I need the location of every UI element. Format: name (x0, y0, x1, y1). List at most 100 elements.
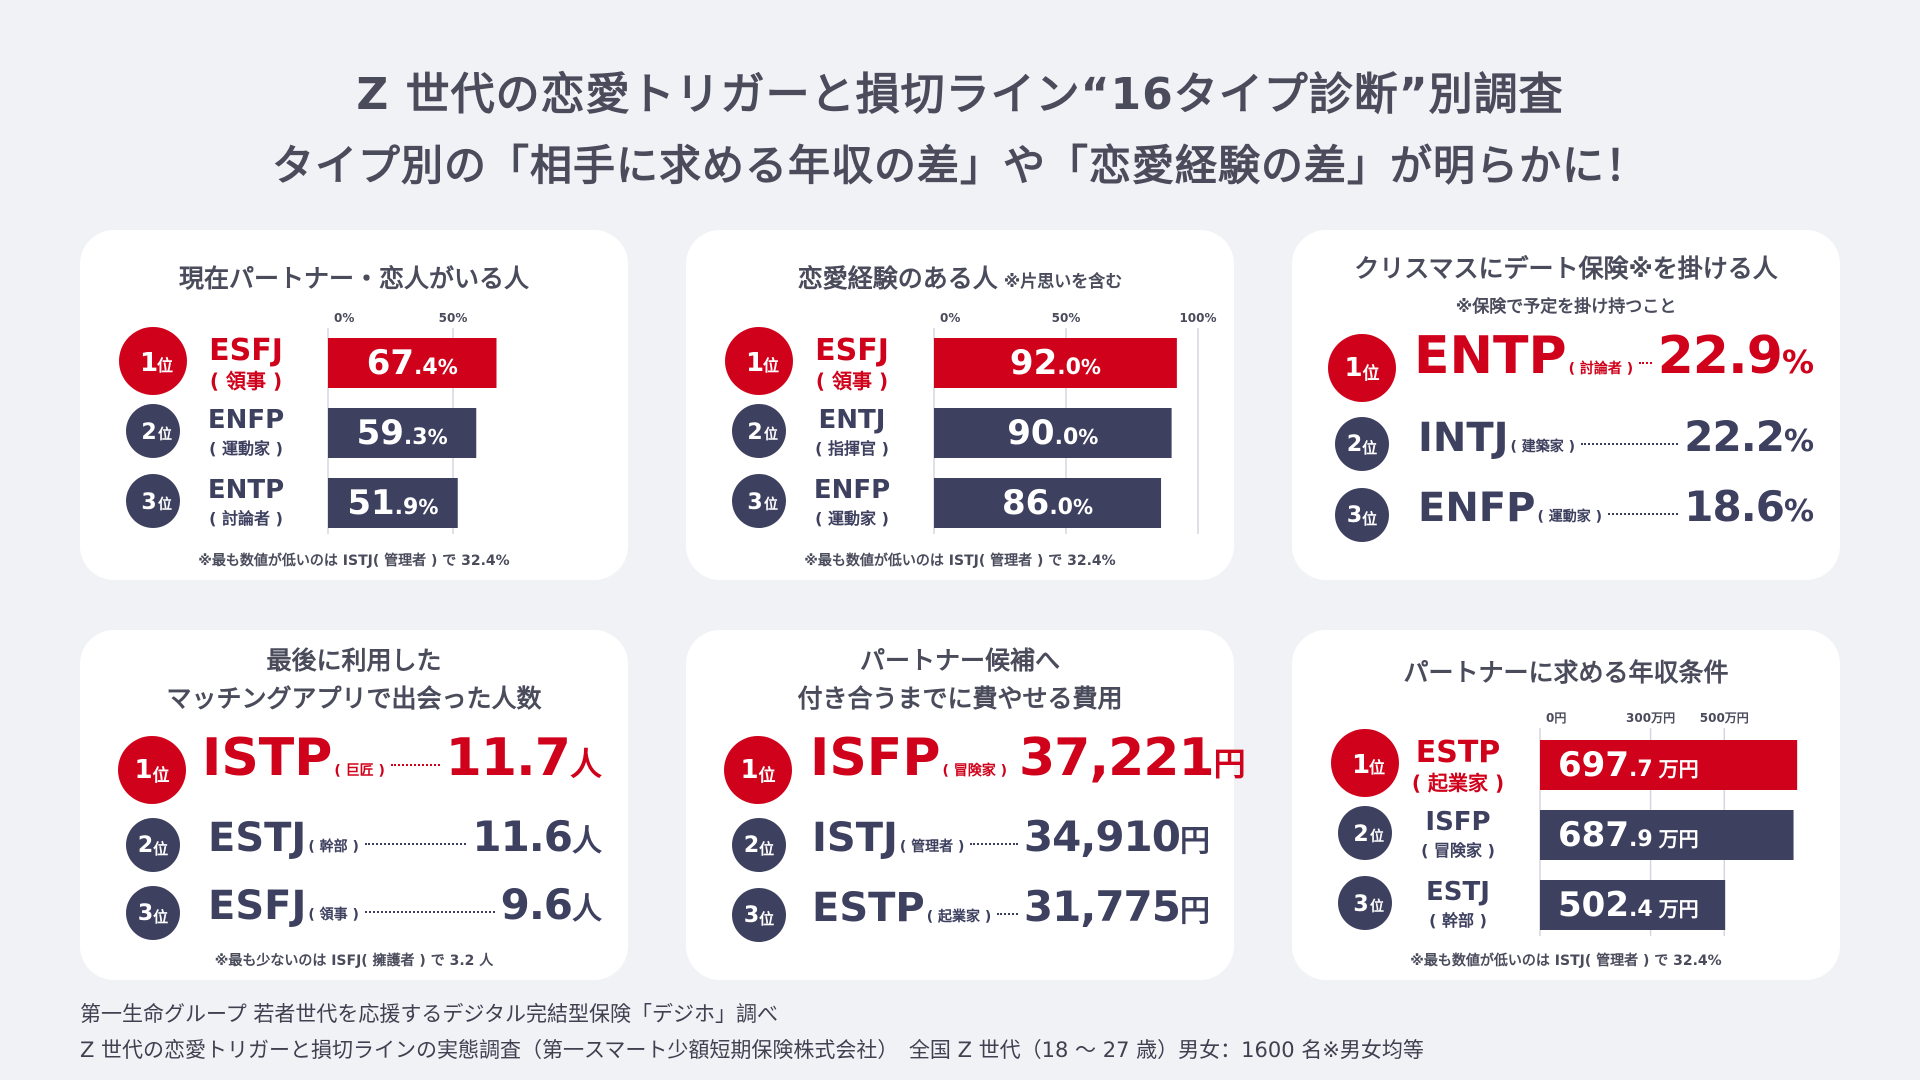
ranking-row-3: ENFP( 運動家 ) 18.6% (1418, 482, 1814, 531)
bar (328, 408, 477, 458)
rank-3-badge (126, 474, 180, 528)
card-title-sub: ※片思いを含む (1003, 272, 1123, 292)
type-code: ESTJ (1426, 877, 1490, 907)
rank-unit: 位 (763, 356, 779, 375)
rank-1-badge (119, 327, 187, 395)
data-label-unit: 万円 (1658, 827, 1699, 851)
type-nickname: ( 運動家 ) (1537, 509, 1602, 525)
value: 22.2 (1684, 412, 1785, 461)
card-title: パートナー候補へ (859, 646, 1060, 675)
data-label-dec: .0 (1049, 495, 1073, 520)
card-title-line2: マッチングアプリで出会った人数 (166, 684, 542, 713)
card-title: 現在パートナー・恋人がいる人 (178, 264, 529, 293)
type-nickname: ( 討論者 ) (1568, 361, 1634, 377)
data-label-int: 90 (1007, 413, 1054, 453)
rank-2-badge (126, 404, 180, 458)
card-title: パートナーに求める年収条件 (1403, 658, 1729, 687)
data-label-dec: .0 (1055, 425, 1079, 450)
data-label: 67.4% (367, 343, 458, 383)
data-label-int: 59 (357, 413, 404, 453)
tick-label: 50% (439, 311, 468, 325)
ranking-row-2: ESTJ( 幹部 ) 11.6 人 (208, 812, 602, 861)
type-code: ESFJ (209, 333, 283, 368)
type-code: ENTJ (819, 405, 886, 435)
value: 37,221 (1018, 728, 1215, 788)
value: 11.7 (445, 728, 571, 788)
data-label-int: 67 (367, 343, 414, 383)
type-code: ISTP (202, 728, 333, 788)
unit: 人 (572, 824, 602, 859)
card-note: ※最も数値が低いのは ISTJ( 管理者 ) で 32.4% (1410, 953, 1722, 969)
data-label-dec: .0 (1057, 355, 1081, 380)
tick-label: 300万円 (1626, 711, 1675, 725)
type-code: ESTP (1416, 735, 1501, 770)
type-nickname: ( 幹部 ) (308, 839, 359, 855)
experience-bar-chart: 0% 50% 100%1位 ESFJ( 領事 ) 92.0%2 位 ENTJ( 指揮官 ) 9… (725, 311, 1217, 534)
data-label: 92.0% (1010, 343, 1101, 383)
type-nickname: ( 冒険家 ) (942, 763, 1007, 779)
ranking-row-2: INTJ( 建築家 ) 22.2% (1418, 412, 1814, 461)
data-label-unit: % (1073, 495, 1093, 519)
rank-number: 3 (747, 490, 762, 515)
type-nickname: ( 幹部 ) (1429, 911, 1487, 930)
footer-survey: Z 世代の恋愛トリガーと損切ラインの実態調査（第一スマート少額短期保険株式会社）… (80, 1038, 1424, 1062)
data-label-int: 697 (1558, 745, 1629, 785)
rank-unit: 位 (1369, 758, 1385, 777)
ranking-row-1: ISTP( 巨匠 ) 11.7 人 (202, 728, 602, 788)
type-nickname: ( 運動家 ) (815, 509, 889, 528)
leader-dots (364, 910, 495, 913)
value: 9.6 (500, 880, 573, 929)
leader-dots (364, 842, 467, 845)
card-partner: 現在パートナー・恋人がいる人 0% 50% 1 位 ESFJ( 領事 ) 67.4% 2 位 E… (80, 230, 628, 580)
type-code: ISTJ (812, 815, 898, 861)
ranking-row-3: ESTP( 起業家 ) 31,775 円 (812, 882, 1210, 931)
rank-unit: 位 (158, 426, 172, 443)
type-nickname: ( 建築家 ) (1510, 439, 1576, 455)
data-label-int: 51 (347, 483, 394, 523)
data-label-int: 502 (1558, 885, 1629, 925)
data-label-unit: % (1078, 425, 1098, 449)
unit: 人 (572, 892, 602, 927)
type-nickname: ( 領事 ) (210, 369, 282, 393)
unit: 人 (569, 745, 602, 783)
value: 22.9 (1657, 326, 1783, 386)
type-nickname: ( 領事 ) (308, 907, 359, 923)
type-code: ENFP (208, 405, 284, 435)
type-code: ISFP (810, 728, 941, 788)
data-label-unit: 万円 (1658, 897, 1699, 921)
rank-number: 2 (141, 420, 156, 445)
value: 18.6 (1684, 482, 1785, 531)
value: 34,910 (1023, 812, 1181, 861)
type-code: INTJ (1418, 415, 1509, 461)
leader-dots (1581, 442, 1679, 445)
footer-source: 第一生命グループ 若者世代を応援するデジタル完結型保険「デジホ」調べ (80, 1002, 778, 1026)
type-code: ENFP (814, 475, 890, 505)
type-nickname: ( 運動家 ) (209, 439, 283, 458)
rank-unit: 位 (1370, 828, 1384, 845)
data-label: 51.9% (347, 483, 438, 523)
type-code: ENFP (1418, 485, 1536, 531)
rank-2-badge (732, 404, 786, 458)
bar (1540, 740, 1798, 790)
ranking-row-3: ESFJ( 領事 ) 9.6 人 (208, 880, 602, 929)
card-note: ※最も数値が低いのは ISTJ( 管理者 ) で 32.4% (804, 553, 1116, 569)
unit: % (1783, 424, 1814, 459)
bar (328, 338, 497, 388)
data-label: 90.0% (1007, 413, 1098, 453)
data-label: 687.9 万円 (1558, 815, 1699, 855)
leader-dots (1639, 362, 1652, 364)
rank-unit: 位 (158, 496, 172, 513)
tick-label: 50% (1052, 311, 1081, 325)
type-nickname: ( 指揮官 ) (815, 439, 889, 458)
rank-unit: 位 (1370, 898, 1384, 915)
data-label-dec: .9 (1629, 827, 1653, 852)
card-note: ※最も少ないのは ISFJ( 擁護者 ) で 3.2 人 (214, 953, 494, 969)
data-label-unit: % (428, 425, 448, 449)
